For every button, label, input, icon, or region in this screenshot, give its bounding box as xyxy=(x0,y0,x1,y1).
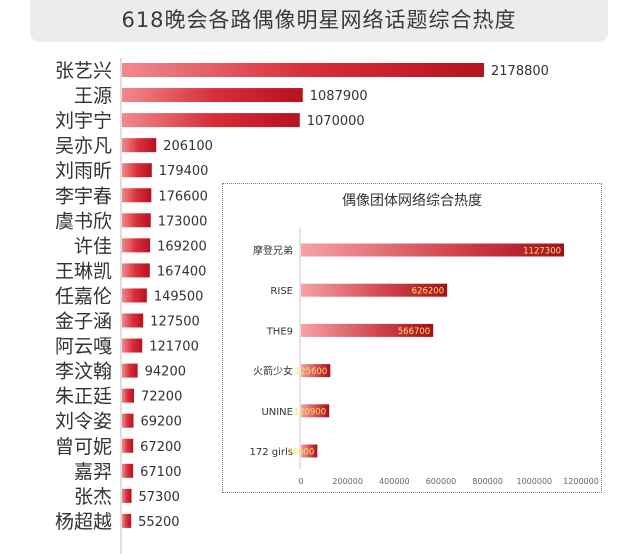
main-bar xyxy=(122,313,144,328)
main-value-label: 127500 xyxy=(150,315,200,330)
main-value-label: 72200 xyxy=(141,390,182,405)
main-bar xyxy=(122,363,138,378)
main-bar xyxy=(122,388,134,403)
group-bar xyxy=(301,364,331,378)
main-bar xyxy=(122,438,134,453)
group-bar xyxy=(301,243,565,257)
group-bar xyxy=(301,404,330,418)
group-chart-panel: 偶像团体网络综合热度 摩登兄弟 RISE THE9 火箭少女 UNINE 172 girl… xyxy=(222,183,602,493)
main-bar xyxy=(122,188,152,203)
group-x-tick-label: 400000 xyxy=(379,477,410,486)
main-category-label: 许佳 xyxy=(74,235,112,257)
main-category-label: 阿云嘎 xyxy=(55,336,112,358)
main-bar xyxy=(122,488,132,503)
main-bar xyxy=(122,263,150,278)
group-category-label: 摩登兄弟 xyxy=(253,244,293,257)
main-category-label: 张艺兴 xyxy=(55,60,112,82)
main-category-label: 张杰 xyxy=(74,486,112,508)
group-x-tick-label: 800000 xyxy=(472,477,503,486)
main-category-label: 刘令姿 xyxy=(55,411,112,433)
main-value-label: 167400 xyxy=(157,264,207,279)
group-bar xyxy=(301,323,434,337)
main-category-label: 虞书欣 xyxy=(55,210,112,232)
group-value-label: 1127300 xyxy=(523,247,561,257)
main-value-label: 121700 xyxy=(149,340,199,355)
main-value-label: 1070000 xyxy=(307,114,365,129)
group-bar xyxy=(301,283,448,297)
main-value-label: 67200 xyxy=(140,440,181,455)
main-bar xyxy=(122,113,300,128)
main-value-label: 149500 xyxy=(154,289,204,304)
main-value-label: 67100 xyxy=(140,465,181,480)
main-category-label: 李汶翰 xyxy=(55,361,112,383)
chart-title: 618晚会各路偶像明星网络话题综合热度 xyxy=(121,8,517,32)
main-category-label: 王琳凯 xyxy=(55,260,112,282)
main-category-label: 吴亦凡 xyxy=(55,135,112,157)
main-bar xyxy=(122,238,151,253)
main-value-label: 94200 xyxy=(145,365,186,380)
group-value-label: 120900 xyxy=(294,407,326,417)
main-value-label: 57300 xyxy=(139,490,180,505)
main-value-label: 55200 xyxy=(138,515,179,530)
main-bar xyxy=(122,88,303,103)
main-bar xyxy=(122,288,147,303)
main-bar xyxy=(122,163,152,178)
main-category-label: 曾可妮 xyxy=(55,436,112,458)
main-bar xyxy=(122,413,134,428)
main-value-label: 173000 xyxy=(158,214,208,229)
main-value-label: 176600 xyxy=(158,189,208,204)
main-bar xyxy=(122,138,157,153)
main-category-label: 任嘉伦 xyxy=(55,285,112,307)
main-value-label: 206100 xyxy=(163,139,213,154)
group-category-label: 火箭少女 xyxy=(253,365,293,378)
main-bar xyxy=(122,338,143,353)
group-value-label: 566700 xyxy=(398,327,430,337)
main-category-label: 嘉羿 xyxy=(74,461,112,483)
group-chart-title: 偶像团体网络综合热度 xyxy=(342,193,482,209)
group-bar-chart: 摩登兄弟 RISE THE9 火箭少女 UNINE 172 girls 1127300 62… xyxy=(250,228,599,486)
main-value-label: 179400 xyxy=(159,164,209,179)
group-x-tick-label: 1200000 xyxy=(563,477,599,486)
group-x-tick-label: 200000 xyxy=(332,477,363,486)
main-category-label: 朱正廷 xyxy=(55,386,112,408)
group-value-label: 125600 xyxy=(295,367,327,377)
main-value-label: 2178800 xyxy=(491,64,549,79)
group-category-label: RISE xyxy=(270,286,293,297)
main-value-label: 1087900 xyxy=(310,89,368,104)
main-bar xyxy=(122,63,484,77)
chart-title-bar: 618晚会各路偶像明星网络话题综合热度 xyxy=(30,0,608,42)
group-category-label: UNINE xyxy=(261,407,293,418)
group-category-label: THE9 xyxy=(266,326,293,337)
group-value-label: 70000 xyxy=(287,448,314,458)
main-category-label: 王源 xyxy=(74,85,112,107)
main-category-label: 刘宇宁 xyxy=(55,110,112,132)
main-bar xyxy=(122,513,132,528)
group-bar xyxy=(301,444,318,458)
main-category-label: 李宇春 xyxy=(55,185,112,207)
group-x-tick-label: 1000000 xyxy=(517,477,553,486)
main-bar xyxy=(122,463,134,478)
main-category-label: 金子涵 xyxy=(55,311,112,333)
group-category-label: 172 girls xyxy=(250,447,294,458)
group-x-tick-label: 600000 xyxy=(426,477,457,486)
group-value-label: 626200 xyxy=(412,287,444,297)
main-value-label: 169200 xyxy=(157,239,207,254)
main-value-label: 69200 xyxy=(140,415,181,430)
group-x-tick-label: 0 xyxy=(298,477,303,486)
main-category-label: 刘雨昕 xyxy=(55,160,112,182)
main-category-label: 杨超越 xyxy=(55,511,112,533)
main-bar xyxy=(122,213,151,228)
